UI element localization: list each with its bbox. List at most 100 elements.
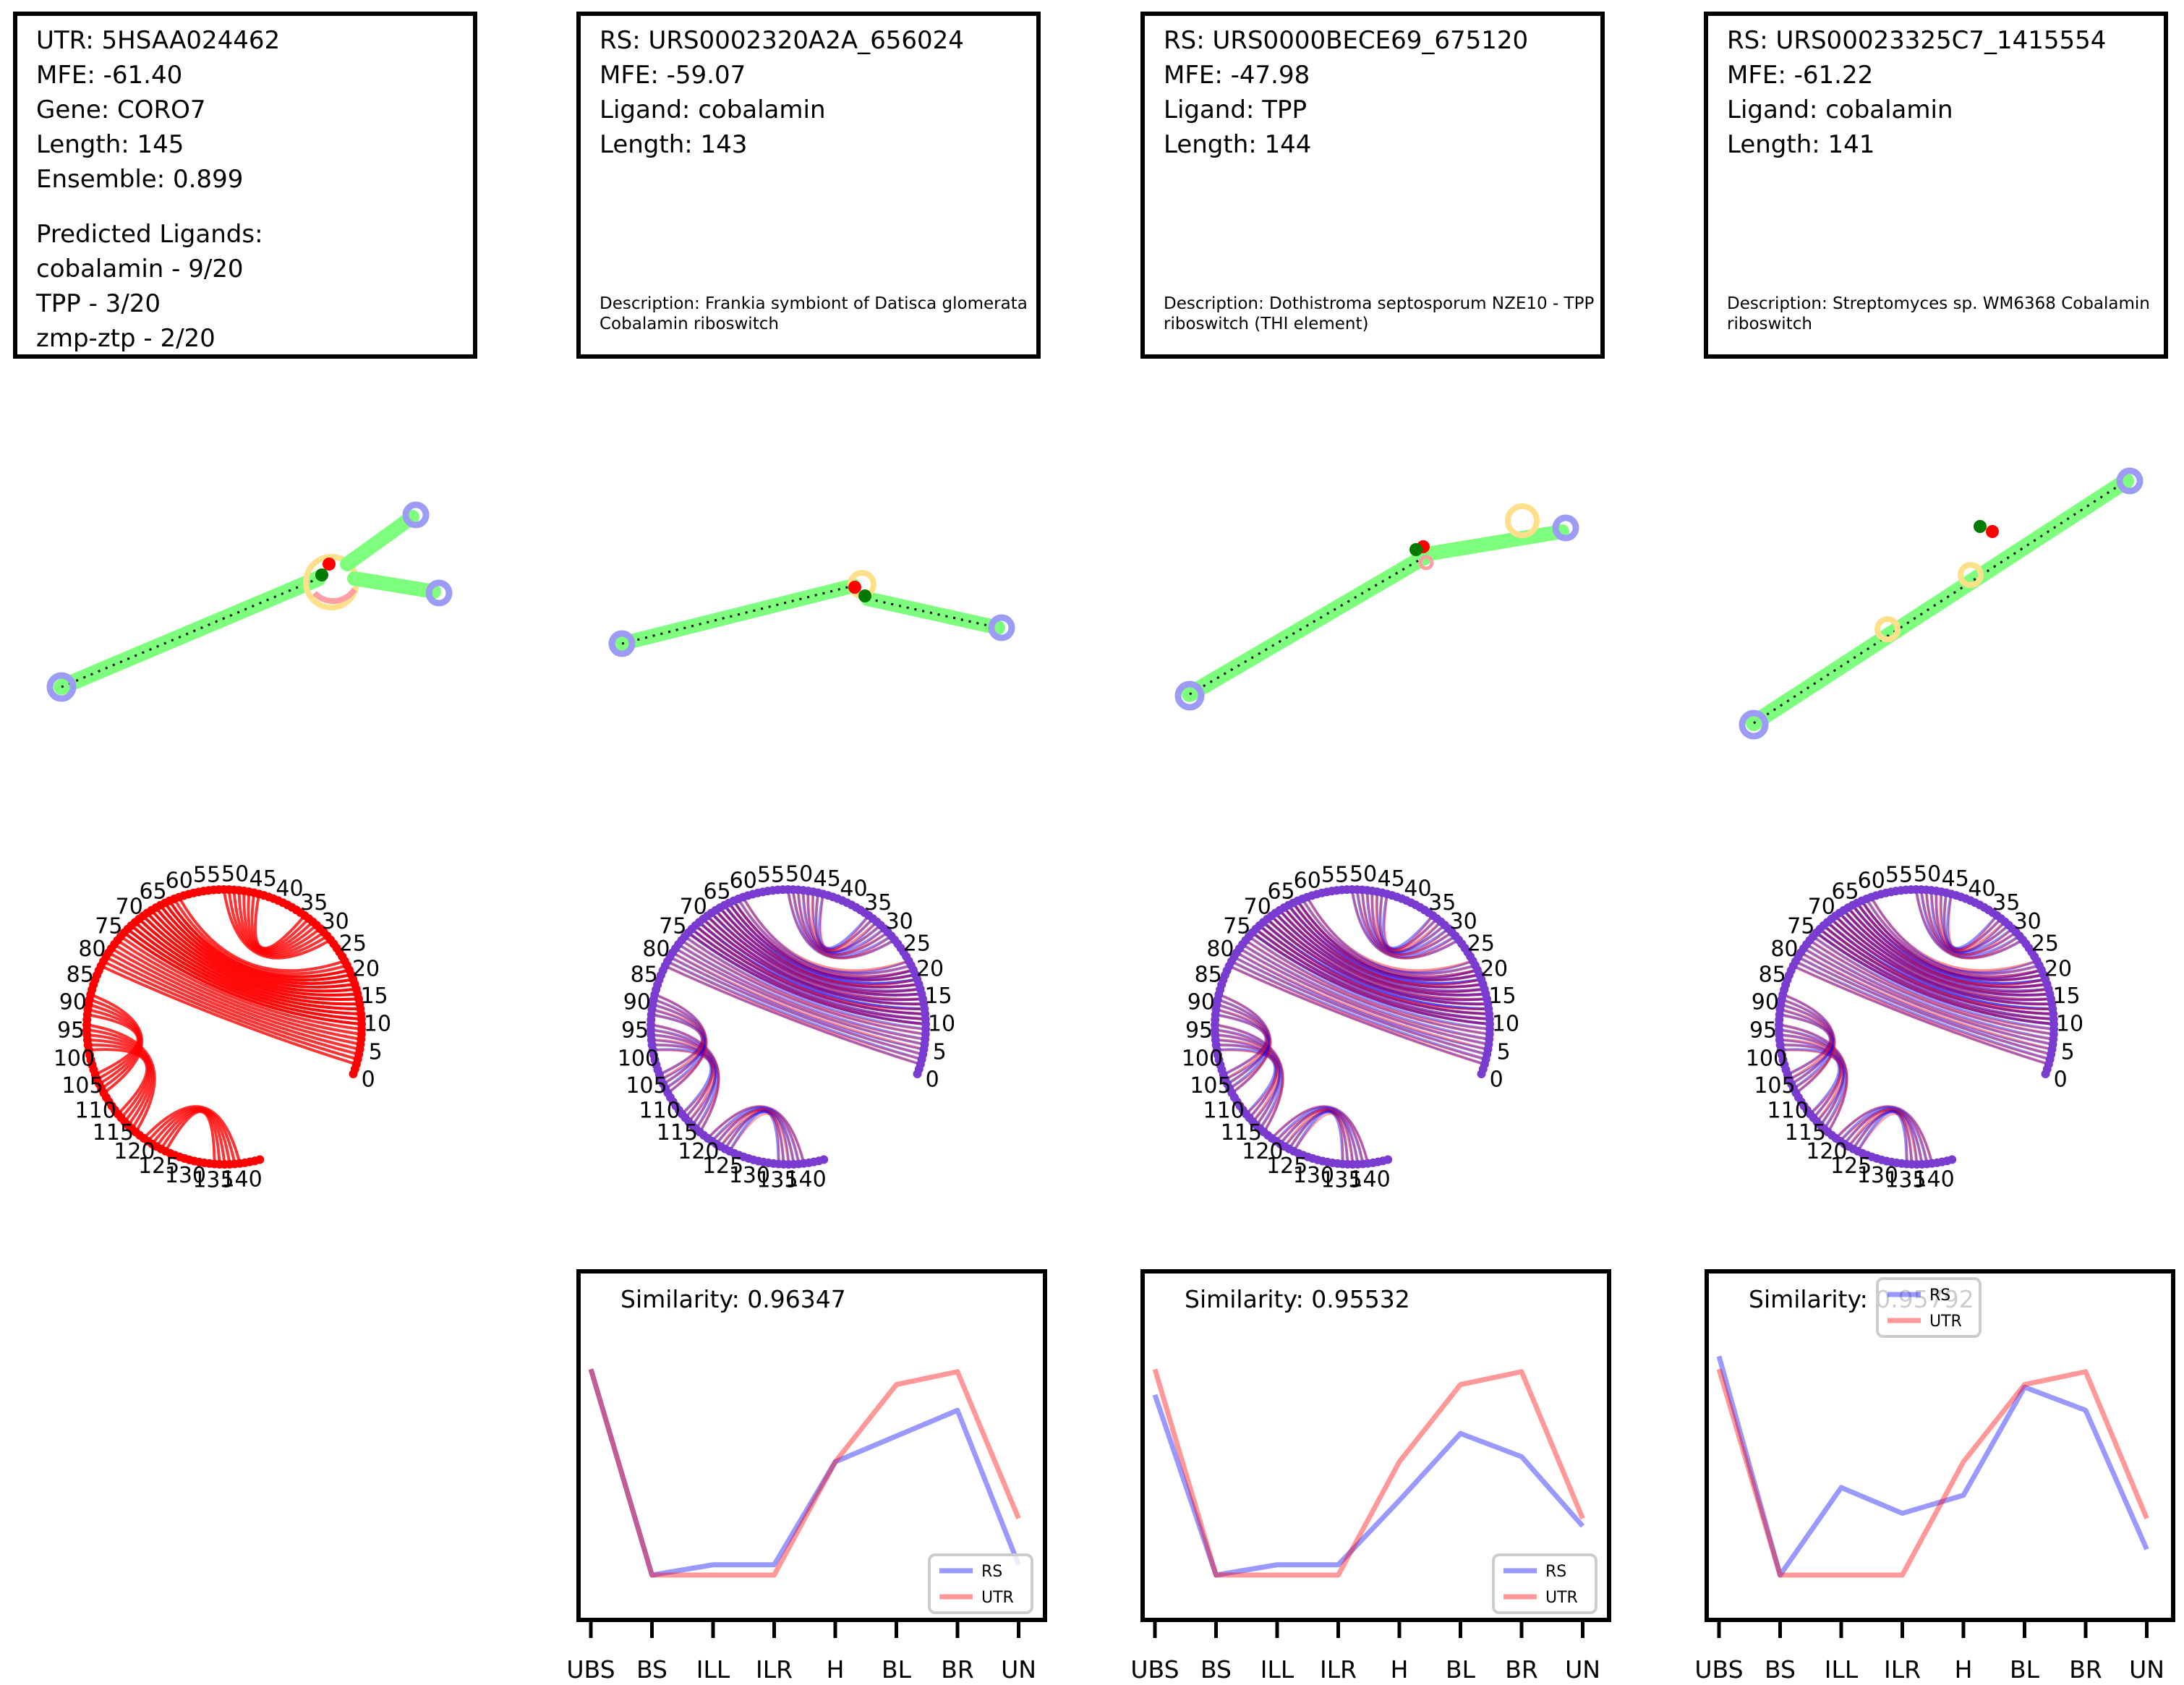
arc-tick-label: 80 bbox=[1770, 937, 1798, 962]
arc-link bbox=[715, 1108, 795, 1165]
x-tick-label: UN bbox=[1565, 1655, 1600, 1684]
arc-link bbox=[1283, 906, 1483, 989]
arc-tick-label: 35 bbox=[864, 890, 892, 916]
arc-link bbox=[177, 896, 346, 973]
arc-link bbox=[711, 1109, 801, 1164]
legend-label: RS bbox=[981, 1563, 1002, 1581]
arc-link bbox=[1266, 918, 1488, 1006]
arc-link bbox=[787, 889, 895, 960]
arc-link bbox=[1292, 902, 1480, 982]
arc-link bbox=[710, 912, 922, 997]
arc-link bbox=[681, 939, 926, 1036]
arc-link bbox=[1929, 890, 2014, 955]
arc-link bbox=[652, 1008, 707, 1080]
arc-link bbox=[1274, 912, 1486, 997]
arc-link bbox=[719, 1108, 790, 1165]
arc-link bbox=[1216, 1003, 1270, 1085]
arc-link bbox=[155, 906, 355, 989]
arc-link bbox=[1847, 1108, 1919, 1165]
arc-link bbox=[168, 900, 350, 978]
arc-link bbox=[687, 931, 926, 1026]
arc-link bbox=[710, 912, 922, 997]
info-line: MFE: -61.22 bbox=[1727, 61, 1874, 90]
arc-tick-label: 5 bbox=[2061, 1040, 2075, 1065]
arc-tick-label: 125 bbox=[138, 1153, 179, 1179]
arc-tick-label: 60 bbox=[1858, 868, 1885, 893]
arc-link bbox=[1852, 1109, 1914, 1164]
x-tick-label: UBS bbox=[566, 1655, 615, 1684]
arc-tick-label: 50 bbox=[785, 862, 813, 887]
arc-link bbox=[1838, 912, 2050, 997]
arc-link bbox=[698, 921, 925, 1011]
arc-tick-label: 25 bbox=[1467, 931, 1495, 957]
arc-tick-label: 0 bbox=[362, 1067, 375, 1093]
info-line: RS: URS00023325C7_1415554 bbox=[1727, 26, 2107, 55]
x-tick-label: UBS bbox=[1694, 1655, 1743, 1684]
arc-link bbox=[1861, 900, 2042, 980]
arc-link bbox=[1279, 909, 1485, 994]
arc-link bbox=[1819, 928, 2054, 1020]
arc-link bbox=[694, 924, 926, 1016]
arc-link bbox=[1826, 921, 2053, 1011]
arc-link bbox=[1851, 1109, 1914, 1165]
arc-link bbox=[654, 993, 708, 1094]
arc-link bbox=[728, 902, 916, 982]
arc-link bbox=[1779, 1033, 1845, 1126]
arc-link bbox=[723, 904, 918, 986]
arc-link bbox=[1228, 964, 1485, 1066]
arc-link bbox=[706, 915, 923, 1002]
arc-link bbox=[1287, 904, 1482, 986]
arc-link bbox=[1851, 904, 2046, 986]
arc-tick-label: 5 bbox=[1497, 1040, 1511, 1065]
arc-link bbox=[1217, 998, 1271, 1090]
arc-link bbox=[1780, 1008, 1835, 1080]
arc-tick-label: 120 bbox=[1242, 1139, 1283, 1164]
arc-link bbox=[719, 906, 919, 989]
arc-link bbox=[1870, 896, 2038, 974]
arc-link bbox=[806, 890, 882, 953]
arc-tick-label: 85 bbox=[1759, 963, 1786, 988]
arc-tick-label: 140 bbox=[1349, 1167, 1390, 1193]
arc-link bbox=[1860, 900, 2042, 978]
arc-link bbox=[669, 955, 923, 1056]
description-text: Description: Frankia symbiont of Datisca… bbox=[600, 294, 1028, 333]
arc-link bbox=[1780, 1048, 1841, 1115]
arc-link bbox=[1231, 960, 1487, 1061]
arc-link bbox=[741, 896, 910, 973]
arc-link bbox=[1275, 1106, 1365, 1164]
arc-link bbox=[1924, 890, 2017, 956]
arc-tick-label: 80 bbox=[1206, 937, 1234, 962]
arc-link bbox=[1283, 1108, 1355, 1165]
arc-link bbox=[1834, 915, 2052, 1001]
arc-link bbox=[1815, 931, 2055, 1025]
arc-link bbox=[654, 993, 707, 1094]
predicted-ligand-item: cobalamin - 9/20 bbox=[36, 255, 244, 283]
arc-link bbox=[1242, 943, 1490, 1041]
arc-link bbox=[1231, 960, 1487, 1061]
arc-link bbox=[792, 889, 892, 960]
arc-tick-label: 100 bbox=[54, 1046, 95, 1071]
arc-tick-label: 45 bbox=[1378, 866, 1405, 892]
arc-tick-label: 0 bbox=[1490, 1067, 1503, 1093]
arc-link bbox=[691, 928, 926, 1020]
arc-link bbox=[1306, 896, 1474, 974]
arc-link bbox=[1283, 907, 1483, 989]
arc-link bbox=[1287, 904, 1482, 986]
info-box-2: RS: URS0002320A2A_656024 MFE: -59.07 Ligan… bbox=[576, 12, 1041, 359]
series-line-rs bbox=[588, 1368, 1021, 1578]
arc-link bbox=[691, 928, 926, 1021]
arc-link bbox=[1861, 900, 2042, 980]
arc-tick-label: 15 bbox=[1488, 984, 1516, 1009]
arc-link bbox=[1360, 890, 1453, 956]
arc-link bbox=[146, 912, 358, 997]
arc-link bbox=[1216, 1008, 1271, 1080]
arc-link bbox=[87, 1013, 140, 1076]
arc-link bbox=[1258, 924, 1490, 1016]
arc-link bbox=[651, 1038, 715, 1123]
arc-link bbox=[651, 1033, 717, 1127]
arc-link bbox=[1779, 1038, 1845, 1122]
arc-link bbox=[1838, 912, 2050, 997]
arc-link bbox=[1214, 1023, 1284, 1133]
